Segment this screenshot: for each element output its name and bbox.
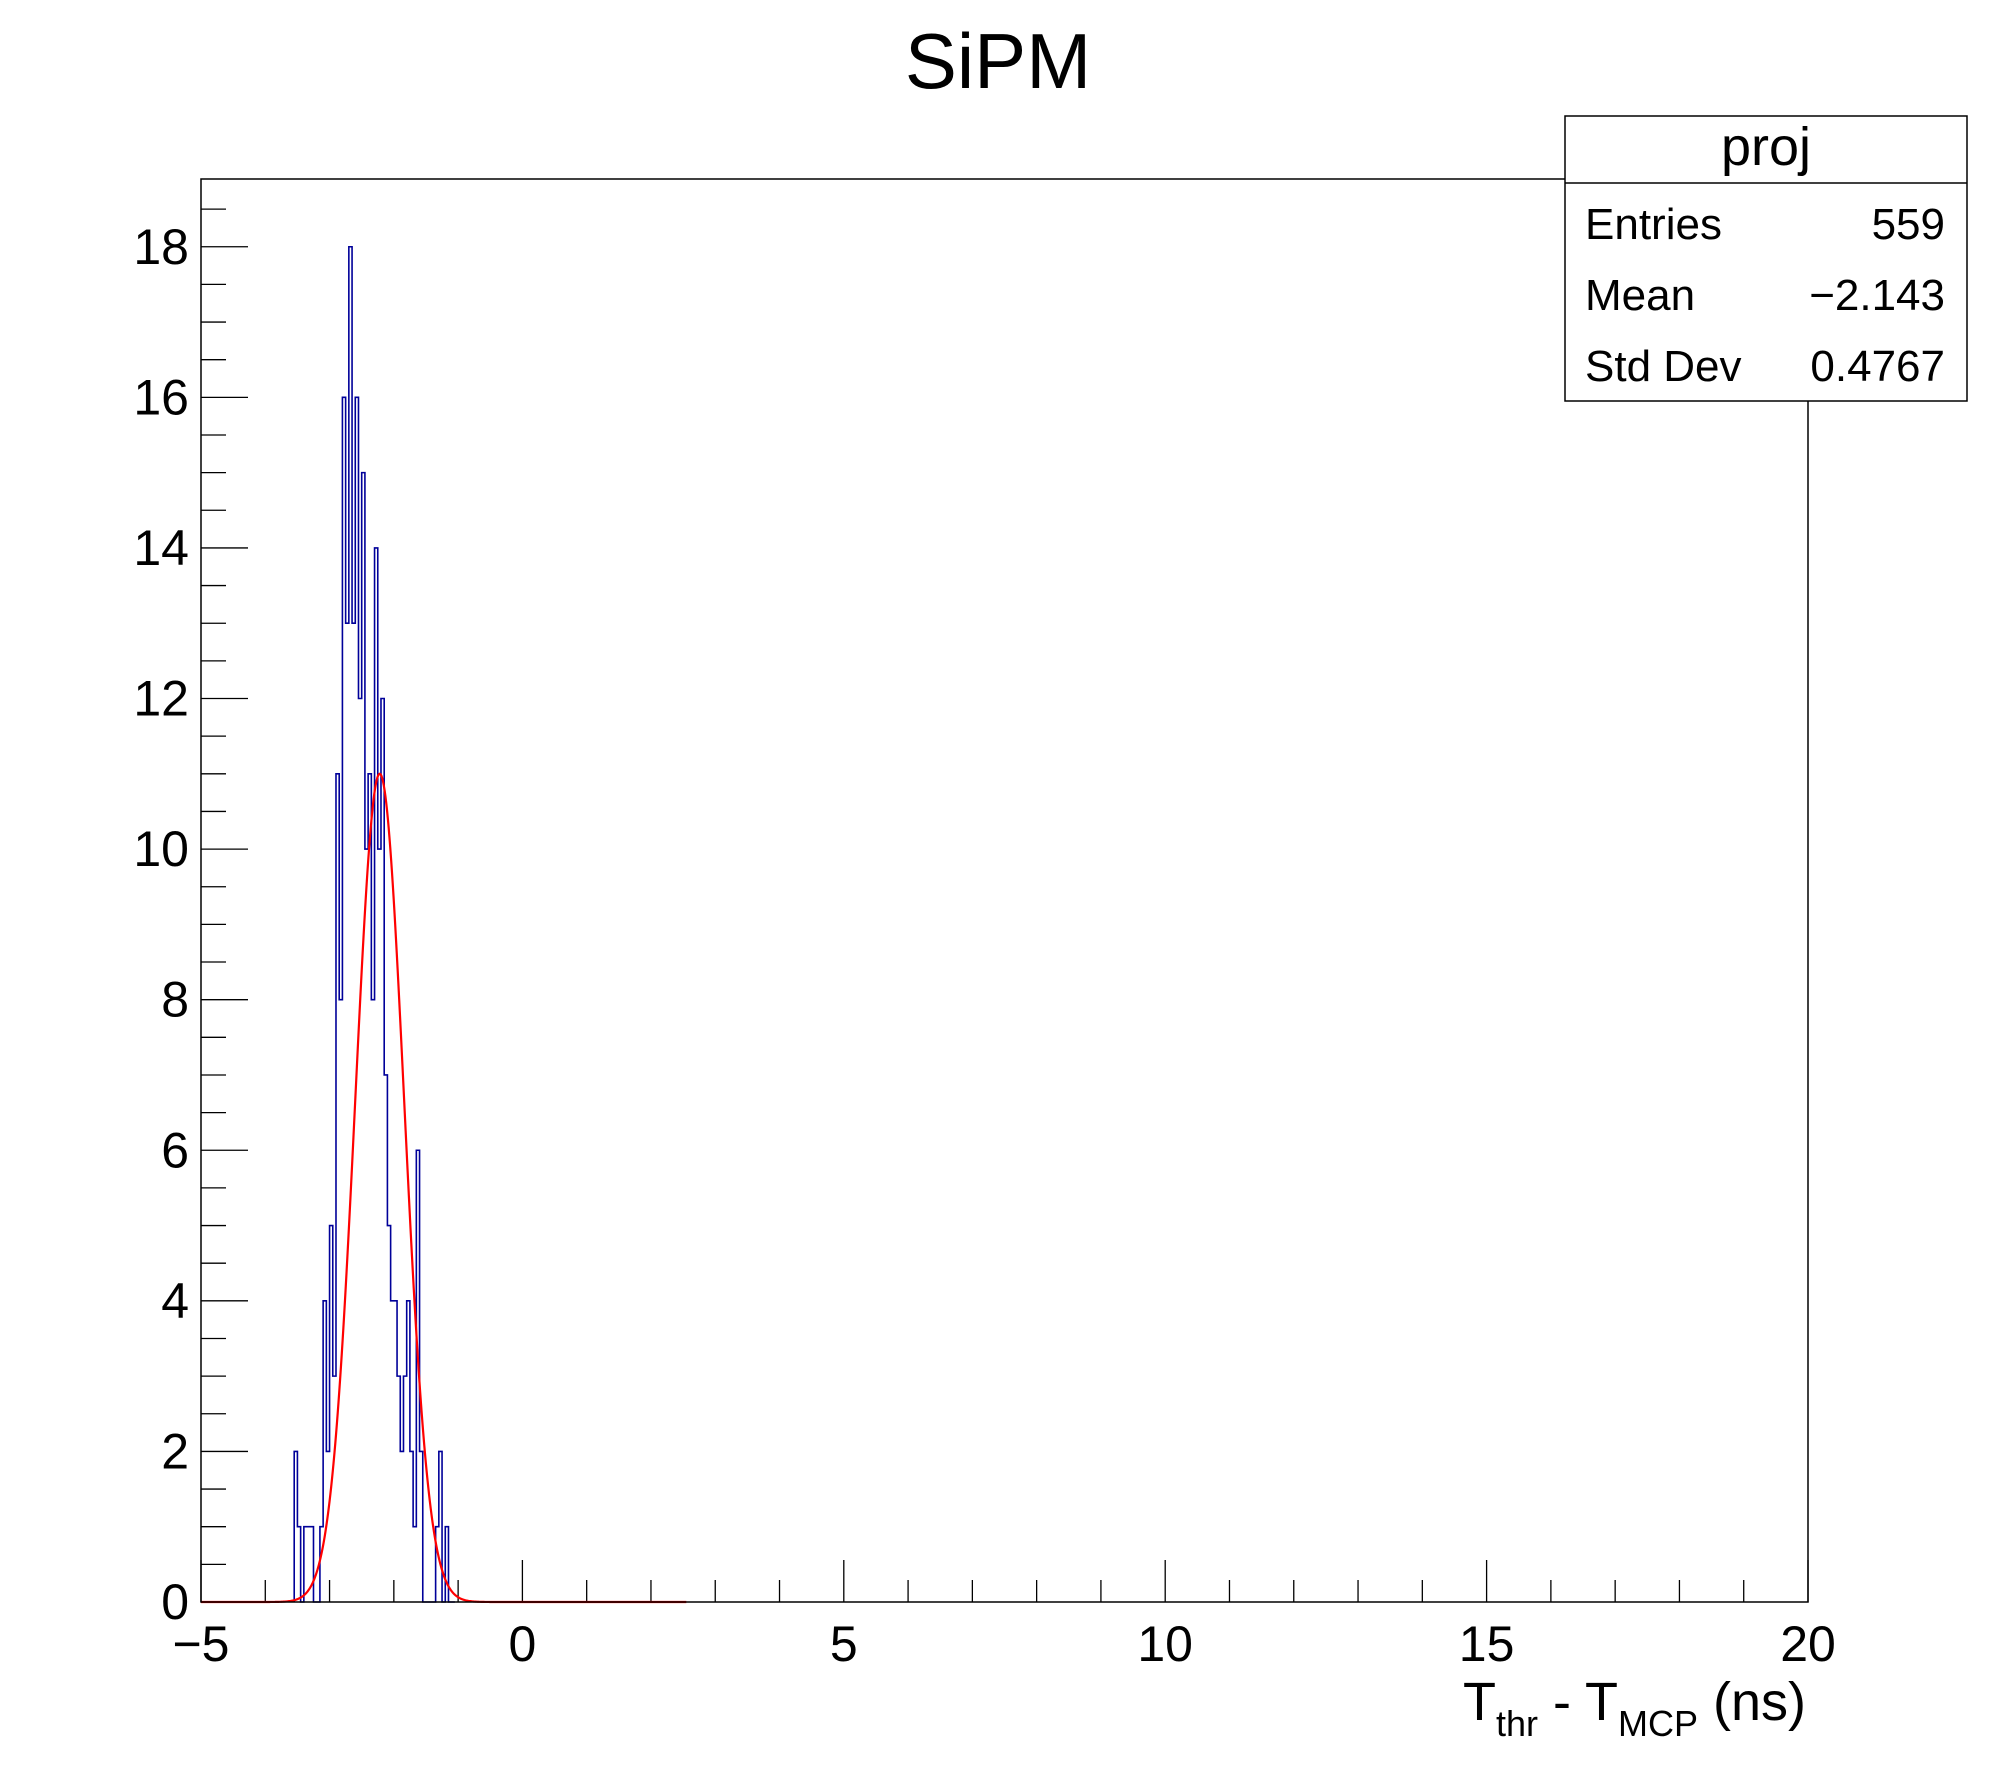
stats-mean-label: Mean [1585, 271, 1695, 320]
stats-box-frame [1564, 115, 1968, 402]
stats-entries-value: 559 [1872, 200, 1945, 249]
histogram-line [293, 245, 455, 1603]
x-tick-label: −5 [172, 1616, 229, 1672]
y-tick-label: 14 [133, 520, 189, 576]
y-tick-label: 8 [161, 972, 189, 1028]
y-tick-label: 18 [133, 219, 189, 275]
y-tick-label: 12 [133, 671, 189, 727]
axis-ticks [200, 208, 1809, 1603]
x-axis-title-mid: - T [1538, 1672, 1618, 1732]
chart-title: SiPM [905, 17, 1091, 105]
stats-stddev-label: Std Dev [1585, 342, 1742, 391]
gaussian-fit-curve [201, 772, 687, 1604]
x-tick-label: 0 [508, 1616, 536, 1672]
y-tick-label: 0 [161, 1574, 189, 1630]
stats-box: proj Entries 559 Mean −2.143 Std Dev 0.4… [1564, 115, 1968, 402]
x-axis-title-t1: T [1463, 1672, 1496, 1732]
y-tick-label: 4 [161, 1273, 189, 1329]
y-tick-label: 6 [161, 1122, 189, 1178]
x-tick-label: 15 [1459, 1616, 1515, 1672]
x-axis-title-sub-mcp: MCP [1618, 1703, 1698, 1744]
y-tick-label: 2 [161, 1423, 189, 1479]
x-axis-title: Tthr - TMCP (ns) [1463, 1672, 1806, 1744]
x-tick-label: 5 [830, 1616, 858, 1672]
x-tick-label: 10 [1137, 1616, 1193, 1672]
y-tick-label: 16 [133, 369, 189, 425]
x-axis-title-sub-thr: thr [1496, 1703, 1538, 1744]
x-axis-title-tail: (ns) [1698, 1672, 1806, 1732]
plot-frame [200, 178, 1809, 1603]
stats-entries-label: Entries [1585, 200, 1722, 249]
stats-box-title: proj [1721, 117, 1811, 177]
x-tick-label: 20 [1780, 1616, 1836, 1672]
stats-mean-value: −2.143 [1809, 271, 1945, 320]
stats-stddev-value: 0.4767 [1810, 342, 1945, 391]
y-tick-label: 10 [133, 821, 189, 877]
